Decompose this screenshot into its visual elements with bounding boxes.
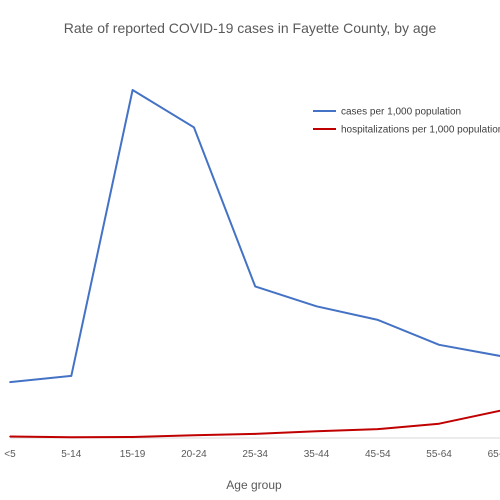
series-1-point-2 [131, 436, 134, 438]
x-tick-label: 25-34 [242, 449, 268, 460]
series-1-point-3 [193, 434, 195, 437]
series-1-point-4 [254, 433, 256, 435]
x-tick-label: 35-44 [304, 449, 330, 460]
x-tick-label: 45-54 [365, 449, 391, 460]
x-tick-label: 55-64 [426, 449, 452, 460]
series-0-point-6 [377, 319, 379, 321]
series-1-point-7 [438, 422, 440, 425]
series-1-point-5 [315, 430, 318, 433]
x-tick-label: 5-14 [61, 449, 81, 460]
series-0-point-0 [9, 381, 11, 383]
legend: cases per 1,000 population hospitalizatio… [313, 107, 500, 136]
series-0-point-2 [131, 89, 134, 91]
legend-label-0: cases per 1,000 population [341, 107, 461, 118]
series-1-point-0 [9, 435, 11, 438]
series-layer [9, 89, 500, 439]
series-1-point-6 [377, 428, 379, 430]
x-tick-labels: <5 5-14 15-19 20-24 25-34 35-44 45-54 55-64 65-7… [4, 449, 500, 460]
series-0-point-7 [438, 344, 440, 346]
x-tick-label: <5 [4, 449, 16, 460]
series-1-point-1 [70, 436, 73, 439]
x-tick-label: 65-74 [488, 449, 500, 460]
series-0-point-5 [315, 305, 318, 308]
x-tick-label: 15-19 [120, 449, 146, 460]
x-axis-label: Age group [226, 478, 282, 492]
chart-title: Rate of reported COVID-19 cases in Fayet… [64, 20, 437, 36]
series-0-point-1 [70, 375, 73, 377]
x-tick-label: 20-24 [181, 449, 207, 460]
legend-label-1: hospitalizations per 1,000 population [341, 125, 500, 136]
series-0-point-3 [193, 126, 195, 129]
series-0-point-4 [254, 285, 256, 288]
